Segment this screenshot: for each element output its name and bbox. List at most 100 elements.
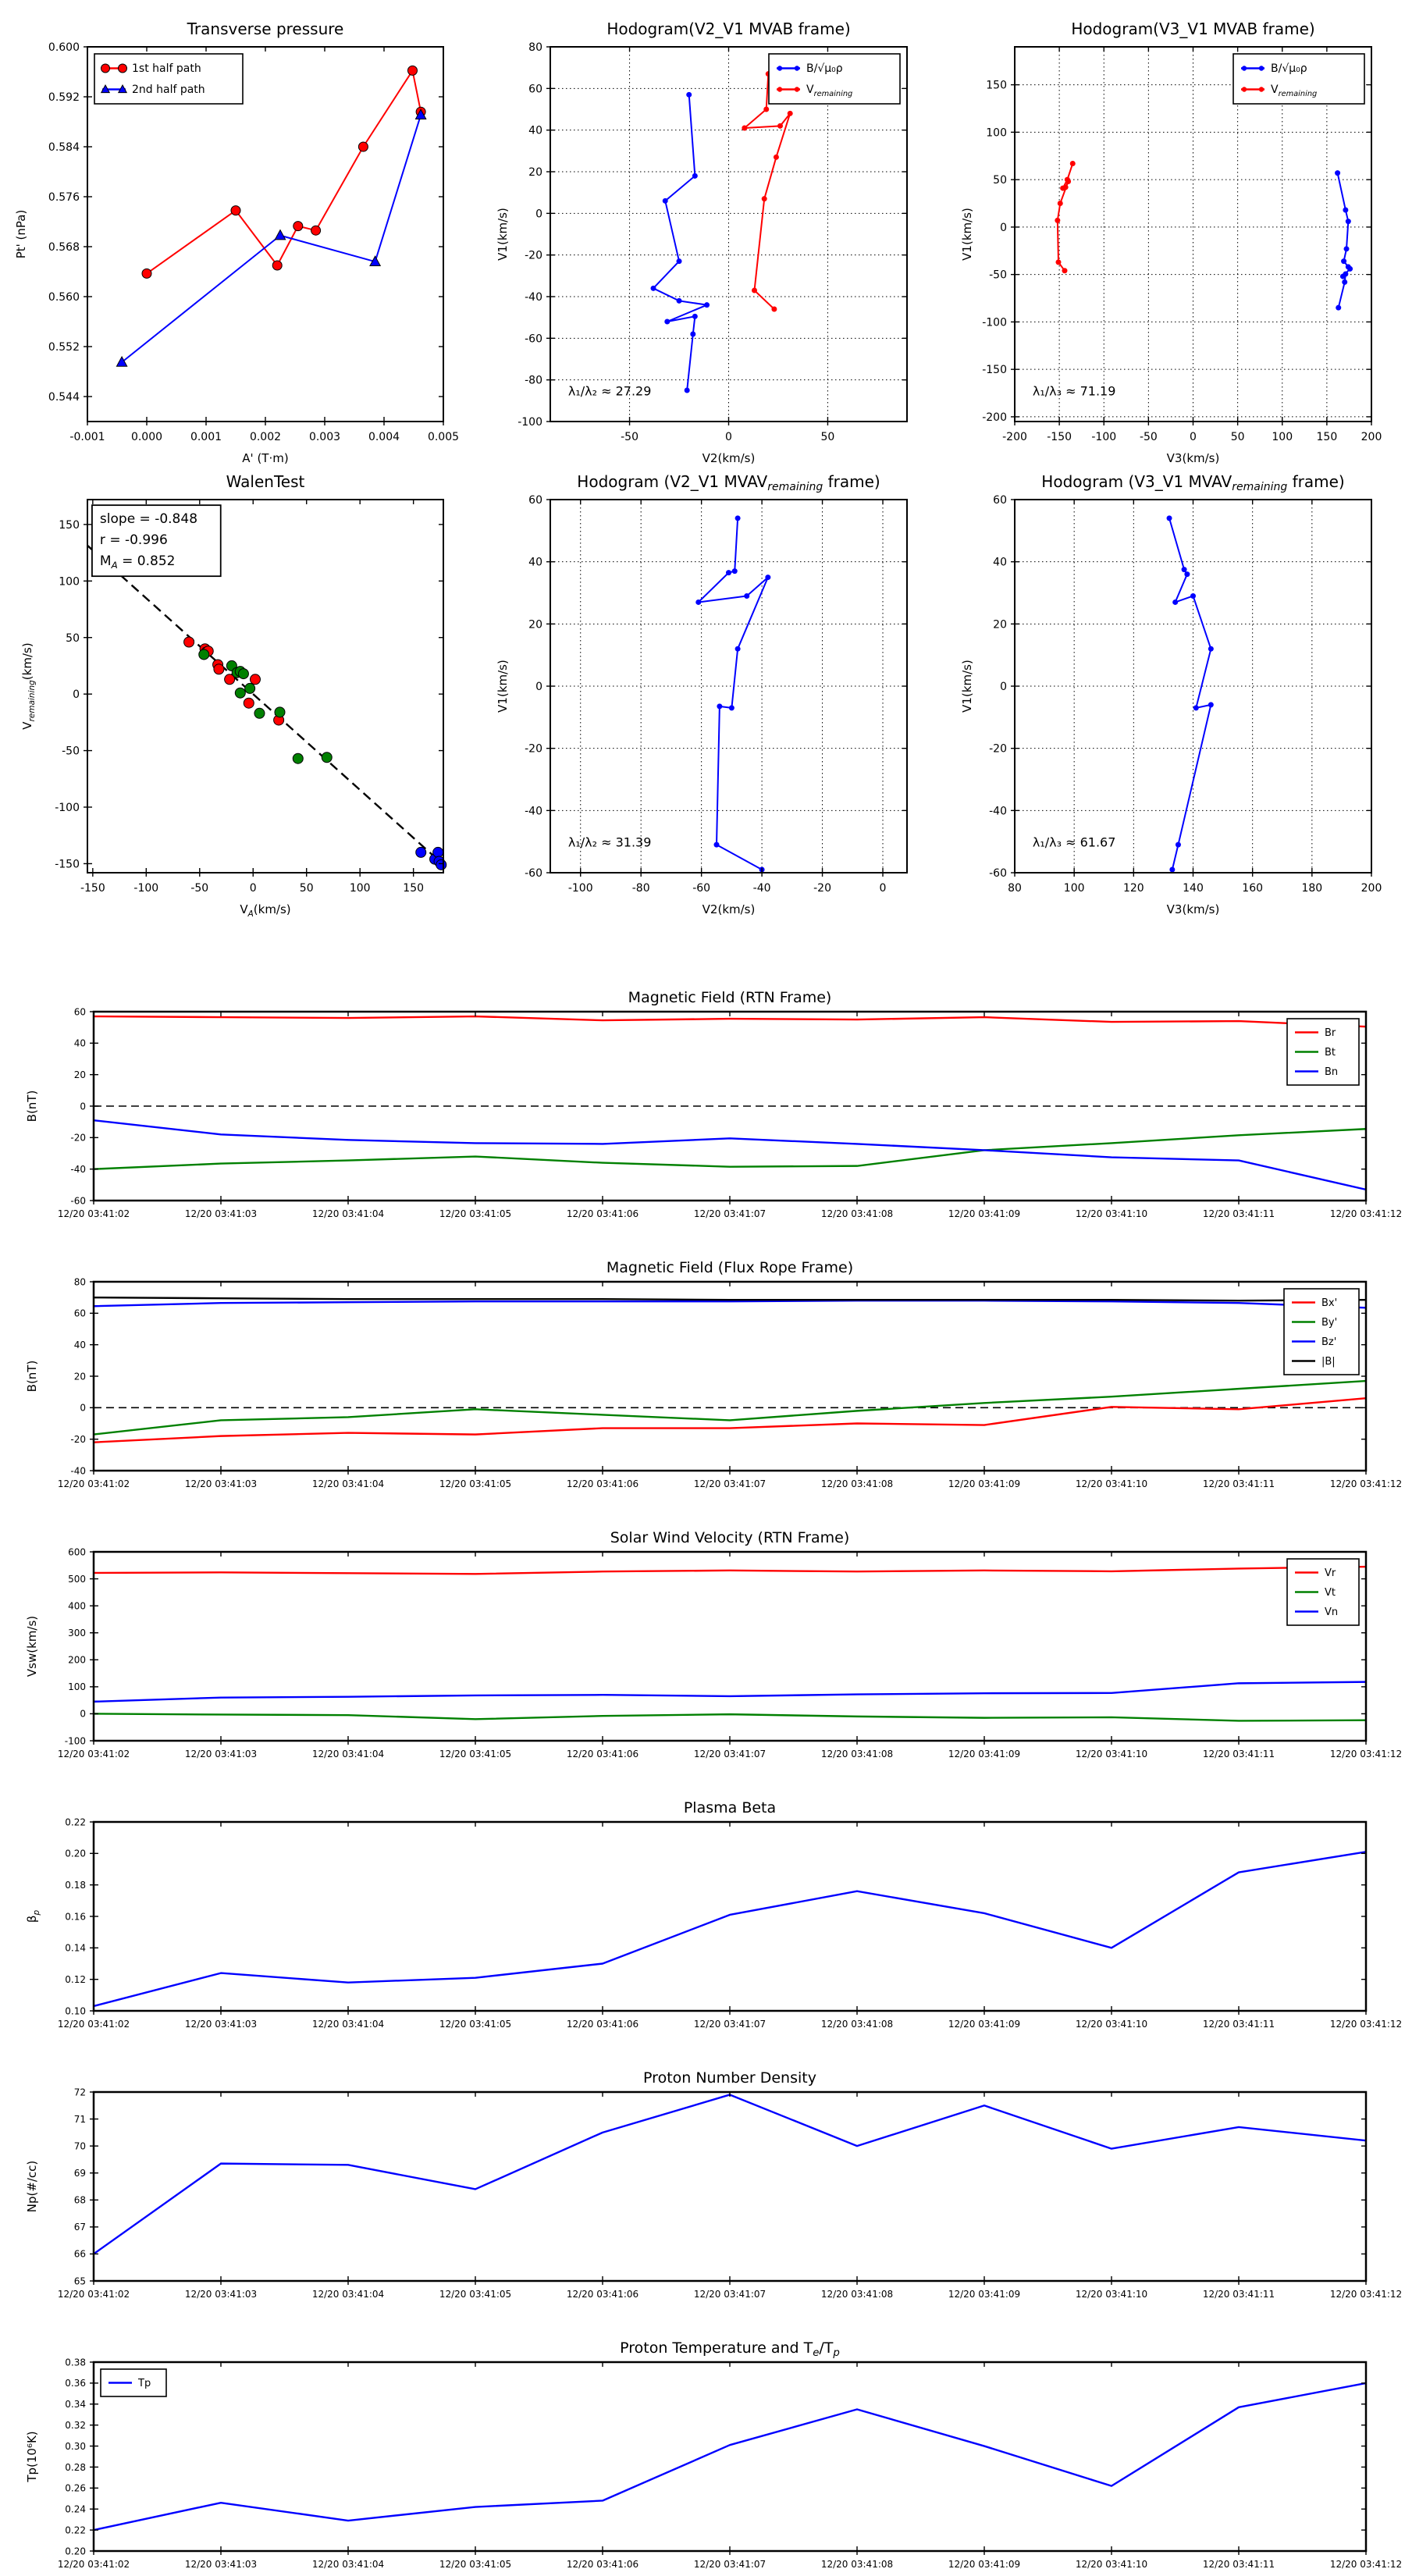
svg-text:0.584: 0.584 [48,141,80,154]
svg-text:0: 0 [80,1101,86,1112]
svg-text:-60: -60 [70,1195,86,1206]
svg-text:12/20 03:41:09: 12/20 03:41:09 [948,2289,1020,2300]
svg-text:12/20 03:41:03: 12/20 03:41:03 [185,2559,257,2570]
svg-text:-150: -150 [982,364,1007,376]
svg-text:Br: Br [1325,1027,1336,1039]
svg-text:-100: -100 [518,416,542,429]
svg-text:150: 150 [1317,431,1338,443]
svg-text:0.20: 0.20 [65,2546,86,2556]
svg-text:12/20 03:41:09: 12/20 03:41:09 [948,2019,1020,2030]
svg-text:-60: -60 [989,867,1007,880]
svg-text:0.002: 0.002 [250,431,281,443]
svg-text:MA = 0.852: MA = 0.852 [100,553,176,571]
svg-text:-20: -20 [813,882,831,895]
svg-text:12/20 03:41:04: 12/20 03:41:04 [312,2289,384,2300]
hodogram-v2v1-mvab: -50 0 50 -100 -80 -60 -40 -20 0 20 40 60 80 Hodogram(… [496,20,908,465]
svg-text:Bt: Bt [1325,1047,1336,1059]
svg-text:B(nT): B(nT) [25,1361,39,1393]
svg-text:0.38: 0.38 [65,2357,86,2368]
svg-text:V2(km/s): V2(km/s) [702,451,756,465]
svg-text:V1(km/s): V1(km/s) [496,208,510,261]
svg-text:A' (T·m): A' (T·m) [242,451,288,465]
svg-text:60: 60 [993,494,1007,507]
svg-text:71: 71 [74,2114,86,2125]
svg-text:-100: -100 [568,882,593,895]
svg-text:-150: -150 [1047,431,1072,443]
svg-text:0.14: 0.14 [65,1943,86,1954]
svg-text:50: 50 [993,174,1007,187]
svg-text:0.10: 0.10 [65,2005,86,2016]
svg-text:20: 20 [74,1371,86,1382]
svg-text:V1(km/s): V1(km/s) [960,208,974,261]
svg-text:12/20 03:41:05: 12/20 03:41:05 [439,1749,511,1759]
svg-text:12/20 03:41:11: 12/20 03:41:11 [1203,2289,1275,2300]
svg-text:12/20 03:41:04: 12/20 03:41:04 [312,2559,384,2570]
svg-text:100: 100 [1064,882,1085,895]
svg-text:0.36: 0.36 [65,2378,86,2389]
svg-text:0: 0 [80,1403,86,1414]
svg-text:12/20 03:41:03: 12/20 03:41:03 [185,1749,257,1759]
svg-text:12/20 03:41:10: 12/20 03:41:10 [1076,2289,1147,2300]
svg-text:Bn: Bn [1325,1066,1338,1078]
svg-text:12/20 03:41:05: 12/20 03:41:05 [439,2019,511,2030]
svg-text:-20: -20 [989,743,1007,756]
svg-text:0.552: 0.552 [48,341,80,354]
svg-text:50: 50 [300,882,314,895]
svg-text:0: 0 [1000,222,1007,234]
svg-text:12/20 03:41:10: 12/20 03:41:10 [1076,1208,1147,1219]
svg-text:2nd half path: 2nd half path [132,84,205,96]
svg-text:160: 160 [1242,882,1263,895]
svg-text:12/20 03:41:12: 12/20 03:41:12 [1330,1478,1402,1489]
svg-text:-80: -80 [525,375,542,387]
svg-text:80: 80 [74,1276,86,1287]
svg-text:Vremaining(km/s): Vremaining(km/s) [20,642,37,729]
svg-text:0.004: 0.004 [368,431,400,443]
walen-test: -150 -100 -50 0 50 100 150 -150 -100 -50 0 50 100 150… [20,472,447,919]
svg-text:72: 72 [74,2087,86,2097]
svg-text:60: 60 [528,83,542,95]
svg-text:12/20 03:41:05: 12/20 03:41:05 [439,1478,511,1489]
svg-text:0: 0 [725,431,732,443]
svg-text:0: 0 [73,688,80,701]
svg-text:0.20: 0.20 [65,1848,86,1859]
svg-text:400: 400 [68,1600,86,1611]
svg-text:r = -0.996: r = -0.996 [100,532,168,548]
svg-text:12/20 03:41:03: 12/20 03:41:03 [185,1208,257,1219]
svg-text:12/20 03:41:07: 12/20 03:41:07 [694,1208,766,1219]
svg-text:-50: -50 [989,269,1007,282]
svg-text:12/20 03:41:09: 12/20 03:41:09 [948,1749,1020,1759]
svg-text:40: 40 [74,1340,86,1350]
svg-text:By': By' [1321,1317,1337,1329]
svg-text:Hodogram (V2_V1 MVAVremaining: Hodogram (V2_V1 MVAVremaining frame) [577,472,880,493]
svg-text:Vr: Vr [1325,1567,1336,1579]
svg-text:12/20 03:41:09: 12/20 03:41:09 [948,1208,1020,1219]
solar-wind-velocity: 12/20 03:41:02 12/20 03:41:03 12/20 03:41:… [25,1529,1402,1759]
svg-text:Vremaining: Vremaining [1271,84,1317,98]
svg-text:-100: -100 [982,316,1007,329]
svg-text:B/√μ₀ρ: B/√μ₀ρ [1271,62,1307,75]
svg-text:0: 0 [1000,681,1007,693]
svg-text:12/20 03:41:11: 12/20 03:41:11 [1203,1208,1275,1219]
svg-text:Tp(10⁶K): Tp(10⁶K) [25,2431,39,2482]
svg-text:600: 600 [68,1546,86,1557]
svg-text:50: 50 [821,431,835,443]
svg-text:|B|: |B| [1321,1356,1336,1368]
svg-text:40: 40 [528,557,542,569]
svg-text:12/20 03:41:05: 12/20 03:41:05 [439,1208,511,1219]
svg-text:12/20 03:41:03: 12/20 03:41:03 [185,2019,257,2030]
proton-density: 12/20 03:41:02 12/20 03:41:03 12/20 03:41:… [25,2069,1402,2300]
svg-text:-100: -100 [133,882,158,895]
svg-text:180: 180 [1301,882,1322,895]
svg-text:-150: -150 [55,858,80,870]
svg-text:12/20 03:41:11: 12/20 03:41:11 [1203,2559,1275,2570]
svg-text:0.600: 0.600 [48,41,80,54]
svg-text:-50: -50 [1140,431,1158,443]
svg-text:-100: -100 [65,1735,86,1746]
svg-text:-40: -40 [70,1465,86,1476]
svg-text:0: 0 [535,681,542,693]
svg-text:-40: -40 [525,805,542,817]
svg-text:0.12: 0.12 [65,1974,86,1985]
hodogram-v3v1-mvav: 80 100 120 140 160 180 200 -60 -40 -20 0 20 40 60 Hodo… [960,472,1382,916]
svg-text:Bz': Bz' [1321,1336,1336,1348]
